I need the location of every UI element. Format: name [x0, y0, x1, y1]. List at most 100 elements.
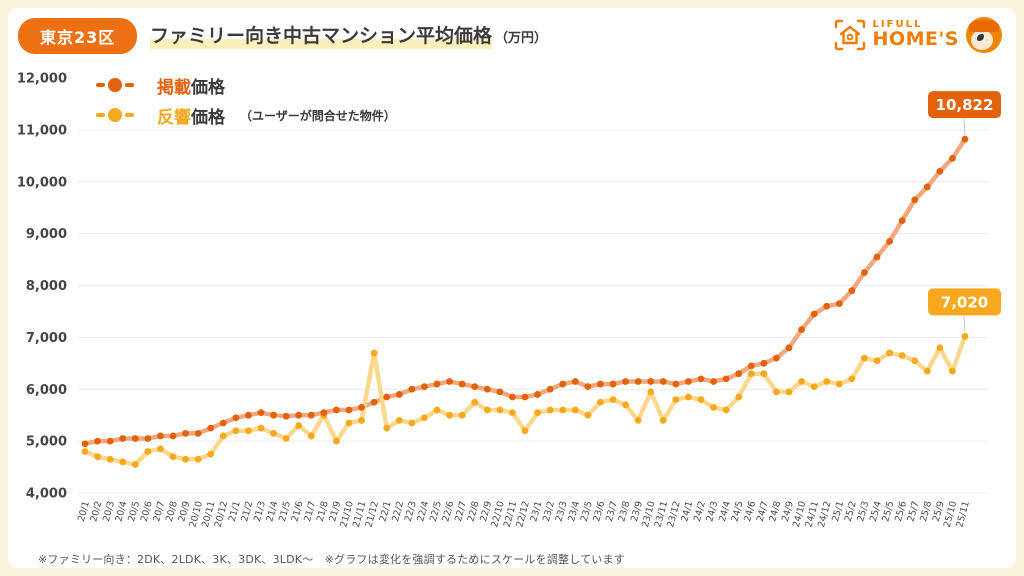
listed-price-point	[307, 411, 315, 419]
inquiry-price-point	[358, 416, 365, 424]
listed-price-point	[483, 385, 491, 393]
x-tick-label: 21/4	[264, 500, 280, 523]
listed-price-point	[785, 344, 793, 352]
inquiry-price-point	[496, 406, 504, 414]
listed-price-point	[232, 414, 240, 422]
inquiry-price-point	[559, 406, 567, 414]
x-tick-label: 25/7	[906, 500, 922, 523]
end-value-badge	[928, 288, 1001, 316]
legend-label-listed: 掲載価格	[157, 77, 225, 98]
x-tick-label: 21/5	[277, 500, 293, 523]
x-tick-label: 23/5	[579, 500, 595, 523]
x-tick-label: 21/9	[327, 500, 343, 523]
inquiry-price-point	[232, 427, 240, 435]
listed-price-point	[848, 287, 856, 295]
listed-price-point	[257, 409, 265, 416]
listed-price-point	[685, 378, 692, 385]
inquiry-price-point	[383, 424, 391, 432]
listed-price-point	[597, 380, 604, 388]
x-tick-label: 25/1	[830, 500, 846, 523]
x-tick-label: 25/4	[868, 500, 884, 523]
inquiry-price-point	[810, 383, 818, 391]
listed-price-point	[898, 217, 906, 225]
x-tick-label: 24/9	[780, 500, 796, 523]
inquiry-price-point	[659, 416, 667, 424]
x-tick-label: 22/6	[440, 500, 456, 523]
listed-price-point	[446, 378, 453, 385]
x-tick-label: 22/3	[403, 500, 419, 523]
x-tick-label: 20/2	[88, 500, 104, 523]
x-tick-label: 20/5	[126, 500, 142, 523]
inquiry-price-point	[295, 422, 303, 429]
x-tick-label: 25/3	[855, 500, 871, 523]
inquiry-price-point	[747, 370, 755, 378]
x-tick-label: 23/9	[629, 500, 645, 523]
inquiry-price-point	[886, 349, 893, 357]
inquiry-price-point	[370, 349, 378, 357]
x-tick-label: 21/2	[239, 500, 255, 523]
inquiry-price-point	[597, 398, 604, 406]
listed-price-point	[810, 310, 818, 318]
inquiry-price-point	[785, 388, 793, 396]
inquiry-price-point	[949, 367, 956, 375]
x-tick-label: 20/8	[164, 500, 180, 523]
listed-price-point	[923, 183, 931, 191]
listed-price-point	[609, 380, 617, 388]
inquiry-price-point	[395, 416, 403, 424]
inquiry-price-point	[911, 357, 919, 365]
inquiry-price-point	[546, 406, 554, 414]
inquiry-price-point	[270, 429, 277, 437]
listed-price-point	[219, 419, 227, 427]
price-line-chart: 4,000 5,000 6,000 7,000 8,000 9,000 10,000 11,0…	[17, 72, 1001, 529]
inquiry-price-point	[735, 393, 743, 401]
listed-price-point	[873, 253, 881, 261]
inquiry-price-point	[446, 411, 453, 419]
listed-price-point	[509, 393, 516, 401]
y-tick-label: 6,000	[26, 383, 67, 398]
x-tick-label: 22/2	[390, 500, 406, 523]
inquiry-price-point	[571, 406, 579, 414]
homes-house-icon	[834, 19, 865, 51]
x-tick-label: 20/4	[114, 500, 130, 523]
listed-price-point	[534, 391, 541, 398]
inquiry-price-point	[421, 414, 428, 422]
end-label-connector	[963, 118, 966, 136]
x-tick-label: 24/1	[679, 500, 695, 523]
area-badge: 東京23区	[18, 18, 138, 54]
x-tick-label: 24/4	[717, 500, 733, 523]
inquiry-price-point	[798, 378, 805, 385]
inquiry-price-point	[835, 380, 843, 388]
inquiry-price-point	[131, 461, 139, 468]
x-tick-label: 25/5	[880, 500, 896, 523]
x-tick-label: 24/8	[767, 500, 783, 523]
inquiry-price-point	[622, 401, 629, 409]
inquiry-price-point	[685, 393, 692, 401]
listed-price-point	[496, 388, 504, 396]
x-tick-label: 21/7	[302, 500, 318, 523]
listed-price-point	[458, 380, 466, 388]
inquiry-price-point	[773, 388, 780, 396]
x-tick-label: 22/1	[378, 500, 394, 523]
x-tick-label: 22/8	[466, 500, 482, 523]
x-tick-label: 22/4	[415, 500, 431, 523]
listed-price-point	[886, 238, 893, 245]
inquiry-price-point	[157, 445, 164, 453]
inquiry-price-point	[307, 432, 315, 440]
logo-text: LIFULL HOME'S	[872, 19, 959, 51]
listed-price-point	[169, 432, 177, 440]
listed-price-point	[157, 432, 164, 440]
x-tick-label: 20/3	[101, 500, 117, 523]
listed-price-point	[94, 437, 101, 445]
x-tick-label: 23/7	[604, 500, 620, 523]
listed-price-point	[823, 302, 831, 310]
listed-price-point	[634, 378, 642, 385]
x-tick-label: 24/6	[742, 500, 758, 523]
listed-price-point	[106, 437, 114, 445]
x-tick-label: 24/5	[730, 500, 746, 523]
page-title-unit: （万円）	[495, 31, 548, 46]
inquiry-price-point	[408, 419, 416, 427]
listed-price-point	[182, 429, 189, 437]
listed-price-point	[245, 411, 252, 419]
logo-brand-bottom: HOME'S	[872, 28, 959, 51]
page-title: ファミリー向き中古マンション平均価格 （万円）	[150, 21, 548, 49]
